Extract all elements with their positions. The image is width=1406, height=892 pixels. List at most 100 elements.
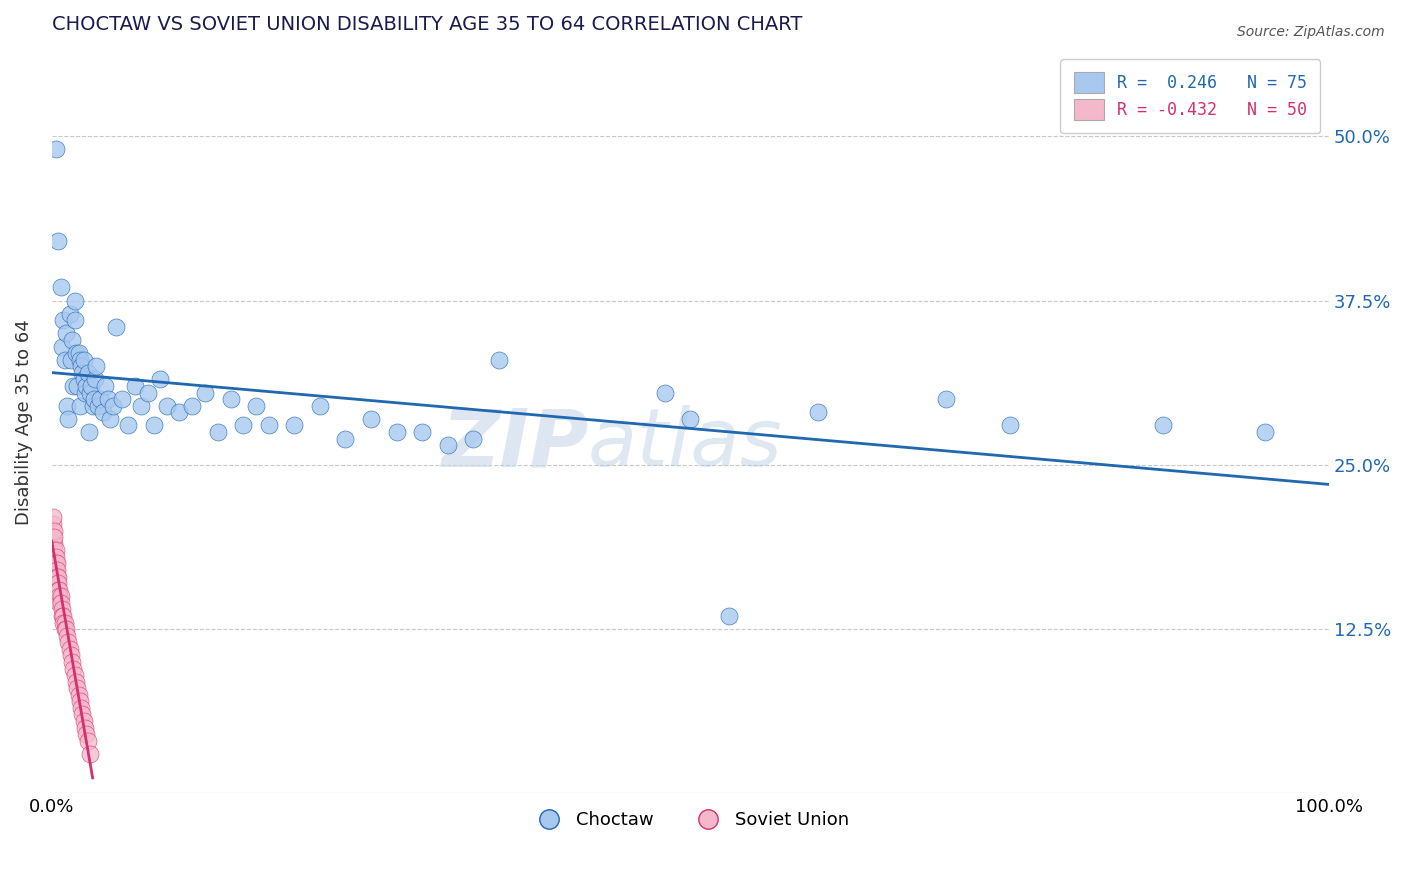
Point	[76, 366, 98, 380]
Point	[56, 399, 79, 413]
Point	[45, 576, 67, 591]
Point	[70, 701, 93, 715]
Point	[59, 352, 82, 367]
Point	[44, 543, 66, 558]
Point	[257, 418, 280, 433]
Point	[45, 569, 67, 583]
Point	[149, 372, 172, 386]
Point	[44, 524, 66, 538]
Point	[77, 425, 100, 439]
Point	[654, 385, 676, 400]
Point	[59, 648, 82, 663]
Point	[1152, 418, 1174, 433]
Point	[94, 379, 117, 393]
Point	[45, 563, 67, 577]
Point	[52, 313, 75, 327]
Point	[136, 385, 159, 400]
Point	[60, 333, 83, 347]
Point	[169, 405, 191, 419]
Point	[49, 280, 72, 294]
Point	[53, 615, 76, 630]
Point	[360, 412, 382, 426]
Point	[97, 392, 120, 406]
Point	[232, 418, 254, 433]
Point	[207, 425, 229, 439]
Point	[104, 319, 127, 334]
Point	[194, 385, 217, 400]
Point	[42, 516, 65, 531]
Point	[73, 352, 96, 367]
Point	[58, 635, 80, 649]
Point	[45, 549, 67, 564]
Point	[73, 372, 96, 386]
Point	[67, 688, 90, 702]
Point	[309, 399, 332, 413]
Point	[44, 536, 66, 550]
Point	[60, 655, 83, 669]
Point	[463, 432, 485, 446]
Point	[335, 432, 357, 446]
Point	[1254, 425, 1277, 439]
Point	[75, 379, 97, 393]
Point	[45, 557, 67, 571]
Point	[62, 379, 84, 393]
Point	[80, 379, 103, 393]
Point	[46, 569, 69, 583]
Point	[101, 399, 124, 413]
Point	[219, 392, 242, 406]
Point	[72, 707, 94, 722]
Point	[679, 412, 702, 426]
Point	[70, 359, 93, 374]
Point	[181, 399, 204, 413]
Point	[411, 425, 433, 439]
Point	[48, 596, 70, 610]
Point	[56, 629, 79, 643]
Point	[65, 346, 87, 360]
Point	[45, 142, 67, 156]
Point	[58, 412, 80, 426]
Point	[111, 392, 134, 406]
Point	[53, 352, 76, 367]
Point	[283, 418, 305, 433]
Point	[82, 399, 104, 413]
Point	[89, 392, 111, 406]
Point	[72, 366, 94, 380]
Point	[53, 622, 76, 636]
Point	[142, 418, 165, 433]
Point	[49, 589, 72, 603]
Point	[48, 589, 70, 603]
Point	[73, 721, 96, 735]
Point	[79, 747, 101, 761]
Point	[51, 339, 73, 353]
Point	[75, 727, 97, 741]
Point	[488, 352, 510, 367]
Point	[436, 438, 458, 452]
Point	[55, 326, 77, 341]
Point	[807, 405, 830, 419]
Point	[52, 615, 75, 630]
Point	[69, 694, 91, 708]
Point	[62, 661, 84, 675]
Point	[245, 399, 267, 413]
Point	[46, 235, 69, 249]
Point	[156, 399, 179, 413]
Text: Source: ZipAtlas.com: Source: ZipAtlas.com	[1237, 25, 1385, 39]
Point	[63, 668, 86, 682]
Point	[73, 714, 96, 728]
Point	[51, 609, 73, 624]
Point	[45, 563, 67, 577]
Point	[46, 582, 69, 597]
Point	[73, 385, 96, 400]
Point	[51, 602, 73, 616]
Point	[67, 346, 90, 360]
Point	[84, 372, 107, 386]
Point	[63, 313, 86, 327]
Point	[100, 412, 122, 426]
Point	[45, 543, 67, 558]
Point	[49, 596, 72, 610]
Point	[91, 405, 114, 419]
Point	[385, 425, 408, 439]
Point	[66, 681, 89, 696]
Point	[83, 392, 105, 406]
Point	[717, 609, 740, 624]
